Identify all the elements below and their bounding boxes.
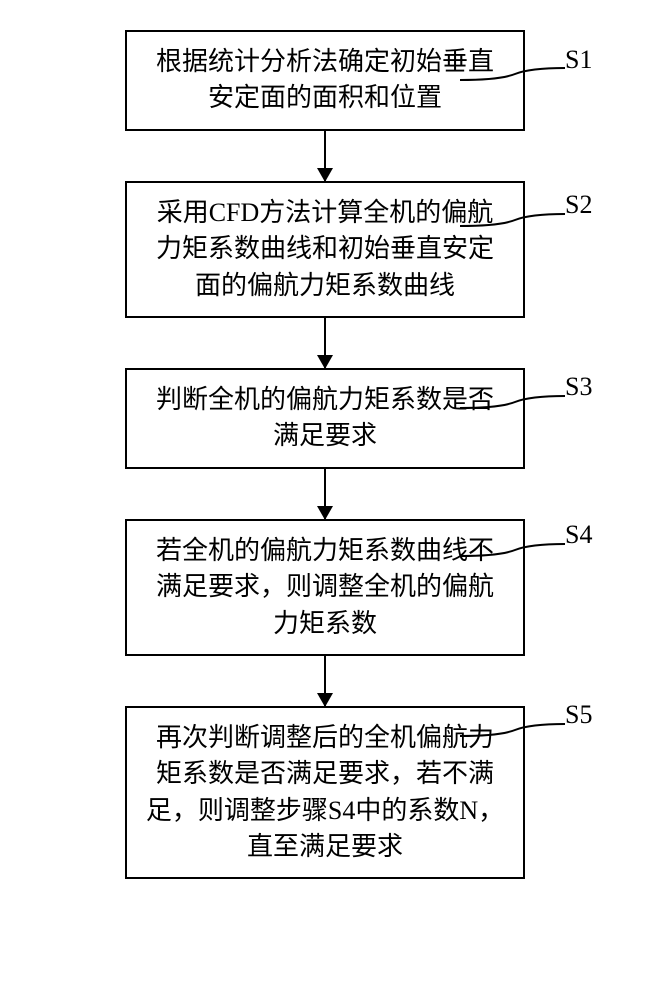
step-box-s3: 判断全机的偏航力矩系数是否满足要求	[125, 368, 525, 469]
step-label-s4: S4	[565, 520, 592, 550]
step-box-s5: 再次判断调整后的全机偏航力矩系数是否满足要求，若不满足，则调整步骤S4中的系数N…	[125, 706, 525, 880]
step-text: 再次判断调整后的全机偏航力矩系数是否满足要求，若不满足，则调整步骤S4中的系数N…	[146, 723, 504, 861]
arrow-icon	[324, 131, 326, 181]
step-label-s5: S5	[565, 700, 592, 730]
connector-s3-s4	[125, 469, 525, 519]
step-text: 若全机的偏航力矩系数曲线不满足要求，则调整全机的偏航力矩系数	[156, 536, 494, 638]
step-label-s3: S3	[565, 372, 592, 402]
connector-s4-s5	[125, 656, 525, 706]
step-text: 判断全机的偏航力矩系数是否满足要求	[156, 385, 494, 450]
arrow-icon	[324, 318, 326, 368]
arrow-icon	[324, 656, 326, 706]
step-box-s4: 若全机的偏航力矩系数曲线不满足要求，则调整全机的偏航力矩系数	[125, 519, 525, 656]
step-label-s2: S2	[565, 190, 592, 220]
arrow-icon	[324, 469, 326, 519]
connector-s1-s2	[125, 131, 525, 181]
connector-s2-s3	[125, 318, 525, 368]
step-box-s1: 根据统计分析法确定初始垂直安定面的面积和位置	[125, 30, 525, 131]
step-box-s2: 采用CFD方法计算全机的偏航力矩系数曲线和初始垂直安定面的偏航力矩系数曲线	[125, 181, 525, 318]
step-text: 采用CFD方法计算全机的偏航力矩系数曲线和初始垂直安定面的偏航力矩系数曲线	[156, 198, 494, 300]
step-label-s1: S1	[565, 45, 592, 75]
flowchart-container: 根据统计分析法确定初始垂直安定面的面积和位置 S1 采用CFD方法计算全机的偏航…	[60, 30, 590, 879]
step-text: 根据统计分析法确定初始垂直安定面的面积和位置	[156, 47, 494, 112]
